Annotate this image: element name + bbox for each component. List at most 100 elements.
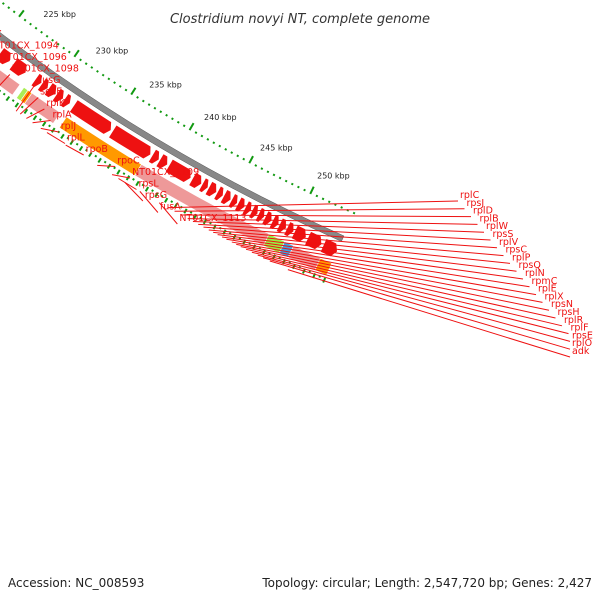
scale-tick: [236, 154, 240, 158]
gene-label-leader: [213, 231, 511, 264]
gene-label: rpmC: [532, 276, 558, 287]
cds-arrow: [165, 159, 191, 183]
gene-label: rpsG: [145, 190, 167, 201]
outer-tick: [135, 180, 140, 187]
scale-tick: [118, 84, 122, 88]
scale-tick: [352, 211, 356, 215]
scale-label: 235 kbp: [149, 81, 182, 90]
scale-tick: [107, 77, 111, 81]
scale-tick: [73, 49, 80, 58]
outer-tick: [78, 145, 84, 152]
gene-label: rplF: [571, 323, 589, 334]
cds-arrow: [262, 211, 272, 226]
gene-label-leader: [257, 254, 569, 335]
outer-tick: [199, 216, 203, 220]
outer-tick: [23, 108, 29, 115]
outer-tick: [41, 121, 47, 127]
scale-tick: [7, 6, 11, 10]
cds-track: [0, 48, 337, 257]
gene-label: rpsJ: [467, 198, 485, 209]
scale-tick: [188, 122, 195, 131]
gene-label-leader: [231, 241, 537, 296]
feature-segment: [0, 69, 21, 96]
cds-arrow: [44, 83, 57, 98]
cds-arrow: [52, 88, 64, 103]
gene-label: NT01CX_1109: [132, 167, 199, 178]
gene-label-leader: [15, 85, 35, 112]
genome-summary-text: Topology: circular; Length: 2,547,720 bp…: [261, 576, 592, 590]
scale-tick: [90, 66, 94, 69]
gene-label-leader: [97, 164, 116, 167]
outer-tick: [113, 166, 116, 170]
outer-tick: [141, 183, 145, 187]
scale-tick: [34, 26, 38, 30]
gene-label: thyX: [0, 29, 2, 40]
scale-tick: [141, 99, 145, 103]
gene-label: rplE: [538, 284, 557, 295]
gene-label: rplK: [46, 98, 66, 109]
scale-tick: [254, 164, 258, 167]
gene-label-leader: [174, 208, 465, 212]
gene-label-leader: [245, 248, 556, 319]
gene-label: rplX: [545, 291, 565, 302]
gene-label-leader: [221, 236, 524, 280]
scale-tick: [327, 200, 331, 204]
scale-label: 230 kbp: [96, 46, 129, 55]
gene-label: NT01CX_1096: [0, 52, 67, 63]
scale-tick: [124, 88, 128, 92]
cds-arrow: [31, 73, 43, 88]
cds-arrow: [148, 149, 160, 164]
outer-tick: [14, 102, 20, 108]
scale-tick: [194, 131, 198, 134]
outer-tick: [94, 154, 98, 158]
scale-tick: [176, 120, 180, 124]
scale-tick: [224, 148, 228, 151]
outer-tick: [32, 115, 38, 121]
gene-label-leader: [46, 132, 66, 144]
gene-label-leader: [111, 174, 131, 179]
scale-tick: [130, 87, 137, 96]
gene-label: nusG: [36, 75, 60, 86]
cds-arrow: [69, 100, 112, 134]
scale-tick: [29, 22, 32, 26]
cds-arrow: [205, 181, 217, 197]
gene-label: rplO: [572, 338, 592, 349]
outer-tick: [116, 169, 121, 175]
scale-tick: [206, 138, 210, 141]
backbone-ring: [0, 32, 345, 242]
outer-tick: [51, 127, 56, 133]
gene-label-leader: [19, 97, 39, 115]
scale-tick: [182, 124, 186, 128]
outer-tick: [97, 157, 102, 164]
scale-tick: [218, 144, 222, 148]
gene-label: adk: [572, 346, 590, 357]
gene-label-leader: [203, 226, 498, 249]
scale-tick: [321, 197, 325, 201]
outer-tick: [38, 118, 42, 122]
gene-label: NT01CX_1098: [12, 64, 79, 75]
scale-tick: [200, 134, 204, 138]
scale-tick: [272, 173, 276, 177]
scale-tick: [101, 73, 105, 77]
scale-tick: [1, 2, 5, 5]
gene-label-leader: [158, 202, 178, 225]
outer-tick: [20, 105, 24, 109]
scale-tick: [153, 106, 157, 110]
gene-label: rpsL: [138, 179, 159, 190]
cds-arrow: [228, 194, 238, 208]
feature-track: [0, 69, 333, 276]
scale-label: 225 kbp: [43, 10, 76, 19]
scale-tick: [40, 30, 43, 34]
cds-arrow: [109, 125, 151, 159]
scale-tick: [303, 188, 306, 192]
gene-label-leader: [192, 220, 485, 233]
gene-label-leader: [236, 243, 543, 303]
cds-arrow: [199, 178, 209, 193]
gene-label: fusA: [160, 202, 181, 213]
scale-tick: [62, 46, 66, 50]
outer-tick: [48, 124, 51, 128]
gene-label: rpsN: [551, 299, 573, 310]
cds-arrow: [305, 231, 322, 250]
outer-tick: [85, 148, 88, 152]
scale-tick: [136, 96, 139, 99]
